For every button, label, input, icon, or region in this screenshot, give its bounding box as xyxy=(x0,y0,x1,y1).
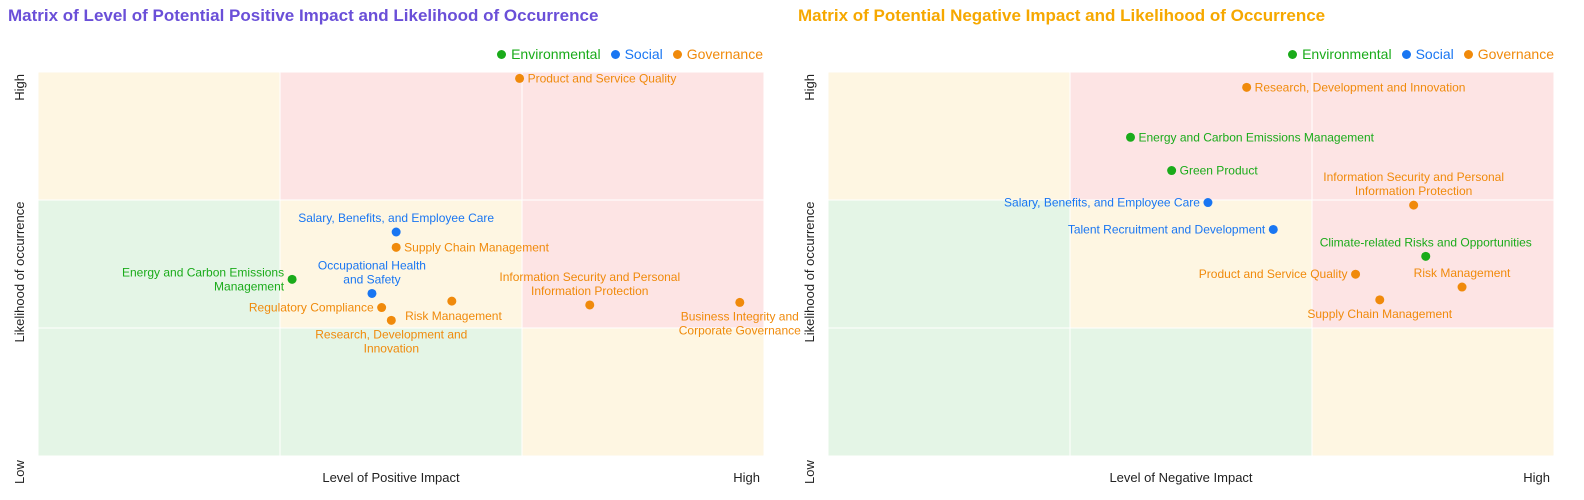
legend-item-environmental[interactable]: Environmental xyxy=(497,46,601,62)
matrix-cell xyxy=(827,327,1071,457)
data-point[interactable] xyxy=(1203,198,1213,208)
matrix-cell xyxy=(279,327,523,457)
y-tick-label-high: High xyxy=(802,74,817,101)
data-point-label: Energy and Carbon Emissions Management xyxy=(1139,130,1375,144)
positive-impact-chart-panel: Matrix of Level of Potential Positive Im… xyxy=(0,0,801,500)
x-tick-label-high: High xyxy=(733,470,760,485)
data-point-label: Energy and Carbon Emissions Management xyxy=(122,265,285,293)
data-point-label: Green Product xyxy=(1180,164,1259,178)
data-point[interactable] xyxy=(447,296,457,306)
data-point-label: Product and Service Quality xyxy=(528,71,677,85)
negative-impact-chart-panel: Matrix of Potential Negative Impact and … xyxy=(790,0,1584,500)
matrix-cell xyxy=(37,71,281,201)
data-point[interactable] xyxy=(1268,224,1278,234)
data-point[interactable] xyxy=(287,274,297,284)
y-tick-label-low: Low xyxy=(12,460,27,484)
data-point[interactable] xyxy=(391,242,401,252)
y-axis-label: Likelihood of occurrence xyxy=(12,202,27,343)
data-point[interactable] xyxy=(585,300,595,310)
data-point-label: Occupational Health and Safety xyxy=(318,258,426,286)
data-point-label: Risk Management xyxy=(405,309,502,323)
data-point-label: Product and Service Quality xyxy=(1199,267,1348,281)
data-point-label: Information Security and Personal Informa… xyxy=(1323,170,1504,198)
matrix-cell xyxy=(37,327,281,457)
matrix-cell xyxy=(827,199,1071,329)
data-point-label: Information Security and Personal Informa… xyxy=(499,270,680,298)
legend-label: Governance xyxy=(686,46,763,62)
legend-item-governance[interactable]: Governance xyxy=(1463,46,1554,62)
data-point-label: Risk Management xyxy=(1414,266,1511,280)
legend-dot-social xyxy=(610,49,620,59)
matrix-cell xyxy=(37,199,281,329)
chart-legend: Environmental Social Governance xyxy=(1288,46,1554,62)
data-point[interactable] xyxy=(1126,132,1135,142)
data-point[interactable] xyxy=(1242,82,1252,92)
data-point[interactable] xyxy=(377,303,387,313)
positive-impact-matrix-svg: Level of Positive Impact High Likelihood o… xyxy=(12,71,801,485)
data-point-label: Business Integrity and Corporate Governan… xyxy=(679,309,801,337)
data-point-label: Climate-related Risks and Opportunities xyxy=(1320,235,1532,249)
matrix-cell xyxy=(1069,327,1313,457)
data-point-label: Research, Development and Innovation xyxy=(1255,80,1466,94)
data-point[interactable] xyxy=(1167,166,1177,176)
data-point[interactable] xyxy=(515,73,525,83)
matrix-cell xyxy=(1311,199,1555,329)
legend-label: Environmental xyxy=(511,46,601,62)
legend-dot-governance xyxy=(1463,49,1473,59)
x-axis-label: Level of Positive Impact xyxy=(322,470,460,485)
y-tick-label-high: High xyxy=(12,74,27,101)
y-tick-label-low: Low xyxy=(802,460,817,484)
data-point-label: Talent Recruitment and Development xyxy=(1068,222,1266,236)
legend-item-social[interactable]: Social xyxy=(610,46,663,62)
data-point-label: Supply Chain Management xyxy=(404,240,549,254)
data-point[interactable] xyxy=(1457,282,1467,292)
legend-dot-governance xyxy=(672,49,682,59)
data-point-label: Salary, Benefits, and Employee Care xyxy=(298,211,494,225)
data-point[interactable] xyxy=(391,227,401,237)
legend-dot-environmental xyxy=(497,49,507,59)
y-axis-label: Likelihood of occurrence xyxy=(802,202,817,343)
matrix-cell xyxy=(521,71,765,201)
legend-item-environmental[interactable]: Environmental xyxy=(1288,46,1392,62)
legend-label: Social xyxy=(624,46,663,62)
legend-label: Social xyxy=(1415,46,1454,62)
matrix-cell xyxy=(1069,71,1313,201)
data-point[interactable] xyxy=(1409,200,1419,210)
negative-impact-matrix-svg: Level of Negative Impact High Likelihood o… xyxy=(802,71,1555,485)
data-point[interactable] xyxy=(735,297,745,307)
x-tick-label-high: High xyxy=(1523,470,1550,485)
matrix-cell xyxy=(521,199,765,329)
matrix-cell xyxy=(521,327,765,457)
legend-item-social[interactable]: Social xyxy=(1401,46,1454,62)
data-point[interactable] xyxy=(386,315,396,325)
data-point-label: Salary, Benefits, and Employee Care xyxy=(1004,196,1200,210)
data-point[interactable] xyxy=(1375,295,1385,305)
matrix-cell xyxy=(279,71,523,201)
matrix-cell xyxy=(1311,327,1555,457)
data-point-label: Regulatory Compliance xyxy=(249,301,374,315)
chart-title: Matrix of Potential Negative Impact and … xyxy=(798,6,1326,25)
legend-label: Environmental xyxy=(1302,46,1392,62)
data-point-label: Research, Development and Innovation xyxy=(315,327,467,355)
chart-title: Matrix of Level of Potential Positive Im… xyxy=(8,6,599,25)
data-point[interactable] xyxy=(1421,251,1431,261)
data-point[interactable] xyxy=(367,288,377,298)
data-point[interactable] xyxy=(1351,269,1361,279)
legend-dot-environmental xyxy=(1288,49,1298,59)
data-point-label: Supply Chain Management xyxy=(1307,307,1452,321)
matrix-cell xyxy=(827,71,1071,201)
chart-legend: Environmental Social Governance xyxy=(497,46,763,62)
legend-label: Governance xyxy=(1477,46,1554,62)
legend-item-governance[interactable]: Governance xyxy=(672,46,763,62)
matrix-cell xyxy=(1311,71,1555,201)
x-axis-label: Level of Negative Impact xyxy=(1109,470,1252,485)
legend-dot-social xyxy=(1401,49,1411,59)
matrix-cell xyxy=(1069,199,1313,329)
